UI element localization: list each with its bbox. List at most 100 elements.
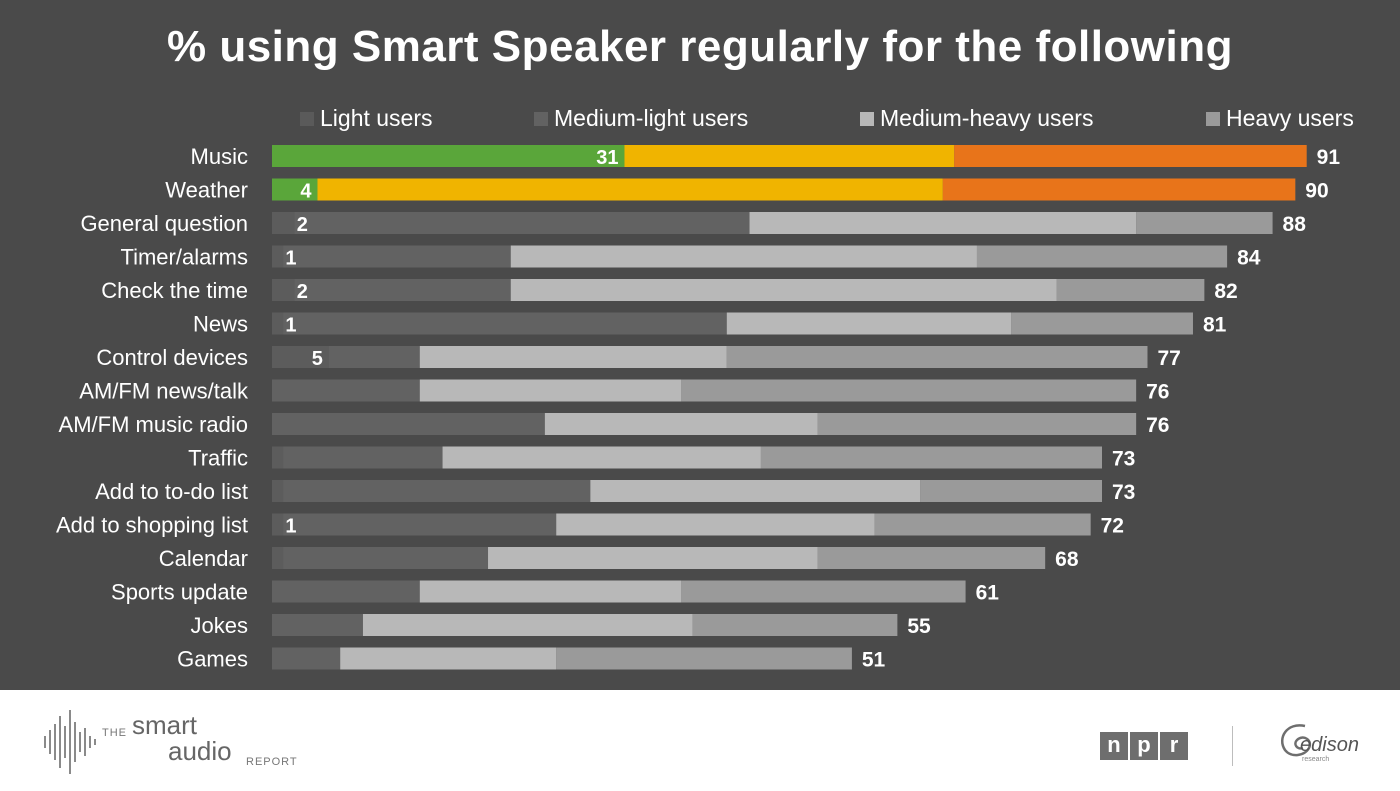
bar-segment-light-users — [272, 513, 284, 536]
bar-total-label: 73 — [1112, 448, 1135, 471]
npr-letter: n — [1100, 732, 1128, 760]
bar-segment-medium-light-users — [272, 379, 420, 402]
bar-segment-heavy-users — [976, 245, 1228, 268]
bar-segment-medium-heavy-users — [419, 379, 682, 402]
brand-report: REPORT — [246, 756, 298, 768]
bar-segment-medium-light-users — [283, 513, 557, 536]
category-label: Timer/alarms — [120, 245, 248, 270]
bar-segment-medium-heavy-users — [419, 346, 727, 368]
bar-total-label: 90 — [1305, 180, 1328, 203]
bar-inside-label: 5 — [312, 348, 323, 370]
bar-segment-medium-heavy-users — [749, 212, 1137, 234]
bar-total-label: 72 — [1101, 515, 1124, 538]
legend-item-medium-light: Medium-light users — [534, 105, 748, 132]
category-label: Calendar — [159, 546, 248, 571]
bar-segment-light-users — [272, 480, 284, 502]
bar-total-label: 55 — [907, 615, 931, 638]
bar-segment-medium-light-users — [283, 547, 489, 569]
legend-swatch-medium-light — [534, 111, 548, 126]
category-label: Check the time — [101, 278, 248, 303]
chart-title: % using Smart Speaker regularly for the … — [166, 22, 1234, 71]
npr-letter: r — [1160, 732, 1188, 760]
npr-letter: p — [1130, 732, 1158, 760]
bar-segment-heavy-users — [1011, 312, 1193, 335]
bar-segment-heavy-users — [874, 513, 1091, 536]
bar-inside-label: 2 — [297, 214, 308, 236]
category-label: General question — [80, 211, 248, 236]
bar-segment-light-users — [272, 346, 329, 368]
bar-segment-medium-light-users — [283, 312, 727, 335]
legend-label-medium-heavy: Medium-heavy users — [880, 105, 1094, 131]
bar-segment-medium-heavy-users — [624, 145, 955, 167]
bar-segment-medium-light-users — [272, 647, 341, 670]
bar-total-label: 51 — [862, 649, 886, 672]
bar-segment-heavy-users — [817, 547, 1046, 569]
bar-segment-medium-heavy-users — [510, 245, 977, 268]
bar-segment-medium-heavy-users — [556, 513, 875, 536]
legend-swatch-heavy — [1206, 111, 1220, 126]
bar-segment-medium-heavy-users — [317, 178, 943, 201]
bar-segment-heavy-users — [681, 379, 1137, 402]
bar-total-label: 76 — [1146, 414, 1169, 437]
legend-item-light: Light users — [300, 105, 433, 132]
bar-segment-medium-heavy-users — [419, 580, 682, 603]
bar-segment-heavy-users — [692, 614, 898, 636]
edison-logo-subtext: research — [1302, 756, 1330, 763]
npr-logo: n p r — [1100, 732, 1188, 760]
bar-segment-heavy-users — [556, 647, 852, 670]
bar-segment-medium-heavy-users — [340, 647, 557, 670]
logo-divider — [1232, 726, 1233, 766]
bar-segment-light-users — [272, 212, 295, 234]
bar-segment-light-users — [272, 145, 625, 167]
footer: THE smart audio REPORT n p r edison rese… — [0, 690, 1400, 791]
bar-segment-light-users — [272, 446, 284, 469]
bar-total-label: 84 — [1237, 247, 1261, 270]
bar-segment-medium-light-users — [283, 446, 443, 469]
bar-total-label: 77 — [1157, 347, 1180, 370]
bar-segment-light-users — [272, 547, 284, 569]
category-label: Sports update — [111, 580, 248, 605]
bar-segment-light-users — [272, 245, 284, 268]
soundwave-icon — [44, 710, 96, 774]
bar-segment-heavy-users — [760, 446, 1103, 469]
bar-segment-medium-light-users — [328, 346, 420, 368]
bar-segment-medium-heavy-users — [510, 279, 1057, 301]
category-label: Add to shopping list — [56, 513, 248, 538]
bar-segment-medium-light-users — [283, 245, 511, 268]
bar-inside-label: 1 — [285, 516, 296, 538]
category-label: Games — [177, 647, 248, 672]
brand-smart: smart — [132, 710, 197, 740]
bar-total-label: 88 — [1283, 213, 1307, 236]
bar-total-label: 61 — [976, 582, 1000, 605]
legend-label-medium-light: Medium-light users — [554, 105, 749, 131]
bar-segment-medium-light-users — [272, 413, 545, 435]
bar-inside-label: 1 — [285, 315, 296, 337]
bar-segment-heavy-users — [942, 178, 1296, 201]
legend-item-heavy: Heavy users — [1206, 105, 1354, 132]
bar-segment-heavy-users — [726, 346, 1148, 368]
legend-label-heavy: Heavy users — [1226, 105, 1354, 131]
legend-swatch-light — [300, 111, 314, 126]
legend-item-medium-heavy: Medium-heavy users — [860, 105, 1093, 132]
bar-inside-label: 31 — [596, 147, 618, 169]
bar-inside-label: 1 — [285, 248, 296, 270]
category-label: Traffic — [188, 446, 248, 471]
bar-segment-heavy-users — [681, 580, 966, 603]
bar-segment-medium-light-users — [294, 212, 750, 234]
bar-segment-heavy-users — [920, 480, 1103, 502]
bar-inside-label: 2 — [297, 281, 308, 303]
brand-the: THE — [102, 727, 127, 739]
bar-segment-medium-light-users — [272, 614, 363, 636]
category-label: Control devices — [96, 345, 248, 370]
legend: Light users Medium-light users Medium-he… — [0, 105, 1400, 135]
category-label: News — [193, 312, 248, 337]
category-label: Weather — [165, 178, 248, 203]
category-label: Music — [191, 144, 248, 169]
edison-swirl-icon — [1280, 724, 1312, 757]
bar-segment-medium-light-users — [294, 279, 511, 301]
legend-label-light: Light users — [320, 105, 433, 131]
bar-segment-medium-light-users — [283, 480, 591, 502]
bar-segment-heavy-users — [954, 145, 1307, 167]
bar-segment-heavy-users — [1136, 212, 1273, 234]
bar-segment-heavy-users — [1056, 279, 1205, 301]
